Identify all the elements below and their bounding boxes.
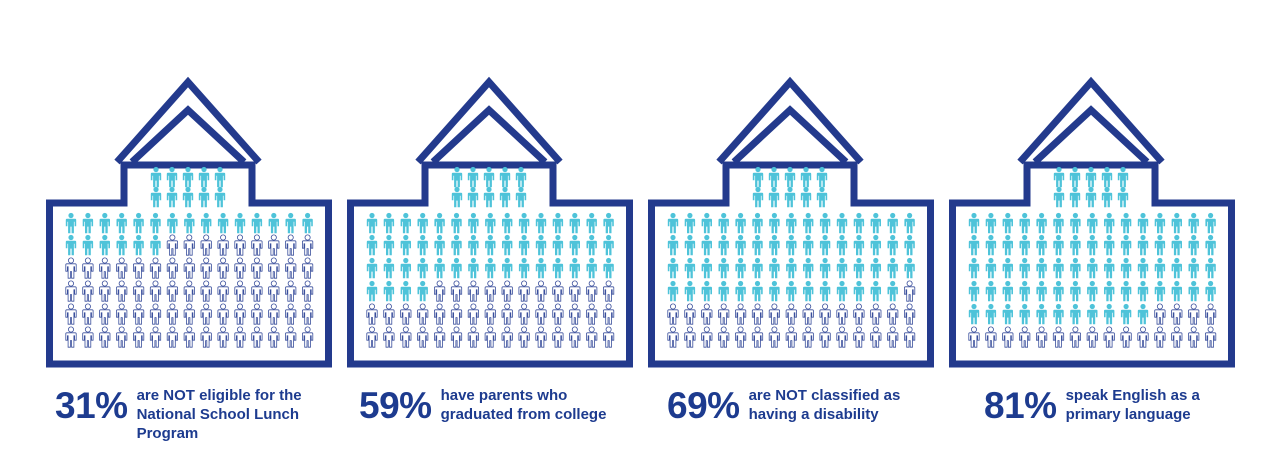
caption-lunch: 31% are NOT eligible for the National Sc…: [55, 384, 302, 443]
school-building: [648, 76, 934, 368]
school-building: [46, 76, 332, 368]
percent-label: 69%: [667, 385, 740, 426]
roof-inner: [430, 105, 548, 165]
description-label: have parents who graduated from college: [440, 387, 607, 423]
roof-outer: [415, 76, 563, 165]
caption-english: 81% speak English as a primary language: [984, 384, 1200, 428]
caption-parents: 59% have parents who graduated from coll…: [359, 384, 606, 428]
description-label: speak English as a primary language: [1065, 387, 1200, 423]
percent-label: 59%: [359, 385, 432, 426]
caption-disability: 69% are NOT classified as having a disab…: [667, 384, 900, 428]
description-label: are NOT classified as having a disabilit…: [748, 387, 901, 423]
description-label: are NOT eligible for the National School…: [136, 387, 302, 442]
percent-label: 31%: [55, 385, 128, 426]
roof-inner: [129, 105, 247, 165]
roof-inner: [731, 105, 849, 165]
roof-outer: [1017, 76, 1165, 165]
school-building: [949, 76, 1235, 368]
school-building: [347, 76, 633, 368]
roof-outer: [114, 76, 262, 165]
roof-inner: [1032, 105, 1150, 165]
roof-outer: [716, 76, 864, 165]
percent-label: 81%: [984, 385, 1057, 426]
